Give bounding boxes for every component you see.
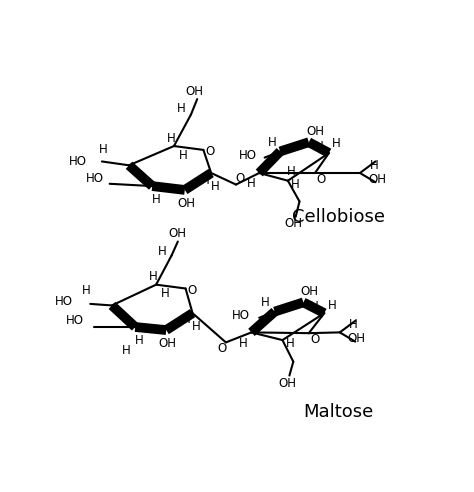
Text: HO: HO (68, 155, 86, 168)
Text: O: O (205, 145, 214, 158)
Text: H: H (192, 320, 201, 334)
Text: H: H (370, 159, 378, 172)
Text: HO: HO (66, 314, 84, 327)
Text: H: H (210, 181, 219, 193)
Text: OH: OH (186, 85, 204, 98)
Text: H: H (310, 300, 319, 313)
Text: O: O (235, 172, 245, 185)
Text: H: H (287, 165, 296, 178)
Text: OH: OH (368, 173, 386, 185)
Text: H: H (152, 193, 161, 207)
Text: H: H (99, 143, 108, 156)
Text: H: H (261, 296, 270, 309)
Text: HO: HO (85, 172, 103, 185)
Text: OH: OH (284, 216, 302, 230)
Text: H: H (161, 287, 170, 301)
Text: H: H (121, 343, 130, 357)
Text: OH: OH (177, 197, 195, 210)
Text: H: H (332, 137, 341, 150)
Text: OH: OH (169, 227, 187, 240)
Text: OH: OH (306, 125, 324, 138)
Text: Maltose: Maltose (303, 402, 374, 421)
Text: HO: HO (55, 295, 73, 308)
Text: Cellobiose: Cellobiose (292, 208, 385, 226)
Text: H: H (349, 318, 358, 331)
Text: H: H (182, 313, 191, 326)
Text: O: O (187, 283, 196, 297)
Text: OH: OH (301, 285, 319, 298)
Text: H: H (82, 283, 91, 297)
Text: H: H (201, 174, 210, 187)
Text: H: H (268, 136, 277, 149)
Text: H: H (166, 132, 175, 145)
Text: OH: OH (278, 377, 296, 390)
Text: H: H (158, 245, 167, 258)
Text: H: H (286, 338, 294, 350)
Text: H: H (135, 335, 144, 347)
Text: H: H (177, 102, 186, 115)
Text: O: O (218, 342, 227, 355)
Text: H: H (239, 337, 248, 350)
Text: HO: HO (232, 309, 250, 322)
Text: OH: OH (348, 332, 366, 345)
Text: O: O (317, 173, 326, 185)
Text: H: H (315, 140, 324, 153)
Text: OH: OH (159, 338, 177, 350)
Text: H: H (149, 271, 157, 283)
Text: H: H (328, 299, 337, 312)
Text: O: O (310, 333, 319, 346)
Text: H: H (247, 177, 256, 190)
Text: H: H (179, 149, 188, 162)
Text: H: H (291, 178, 300, 191)
Text: HO: HO (239, 149, 257, 162)
